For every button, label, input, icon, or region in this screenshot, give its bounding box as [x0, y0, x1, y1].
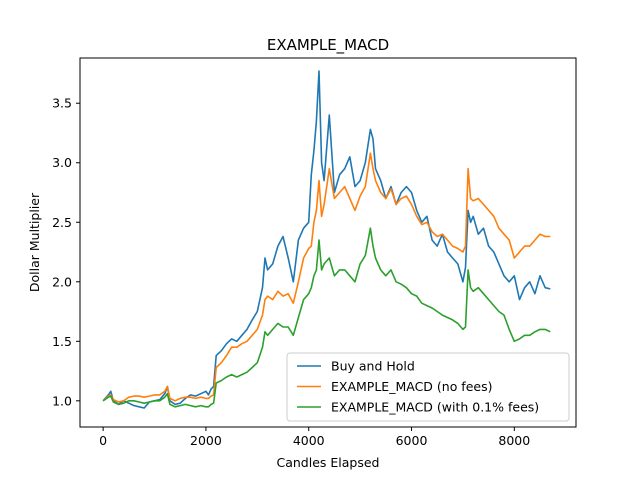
series-line-3	[102, 227, 551, 408]
y-axis: 1.0 1.5 2.0 2.5 3.0 3.5	[52, 96, 80, 408]
plot-frame	[79, 57, 577, 428]
y-tick-label: 2.0	[52, 274, 72, 289]
legend-label: Buy and Hold	[331, 359, 415, 374]
x-axis-label: Candles Elapsed	[277, 455, 380, 470]
legend: Buy and Hold EXAMPLE_MACD (no fees) EXAMPL…	[286, 352, 570, 422]
x-tick-label: 4000	[293, 433, 325, 448]
series-line-2	[102, 152, 551, 403]
series-layer	[102, 70, 551, 409]
legend-label: EXAMPLE_MACD (with 0.1% fees)	[331, 400, 539, 415]
series-line-1	[102, 70, 551, 409]
x-tick-label: 8000	[498, 433, 530, 448]
y-tick-label: 1.5	[52, 334, 72, 349]
x-axis: 0 2000 4000 6000 8000	[99, 427, 530, 448]
y-axis-label: Dollar Multiplier	[27, 192, 42, 292]
y-tick-label: 3.0	[52, 155, 72, 170]
y-tick-label: 2.5	[52, 215, 72, 230]
legend-box	[286, 352, 570, 422]
x-tick-label: 2000	[190, 433, 222, 448]
x-tick-label: 6000	[396, 433, 428, 448]
y-tick-label: 3.5	[52, 96, 72, 111]
legend-label: EXAMPLE_MACD (no fees)	[331, 379, 492, 394]
y-tick-label: 1.0	[52, 393, 72, 408]
x-tick-label: 0	[99, 433, 107, 448]
chart-title: EXAMPLE_MACD	[267, 36, 389, 55]
